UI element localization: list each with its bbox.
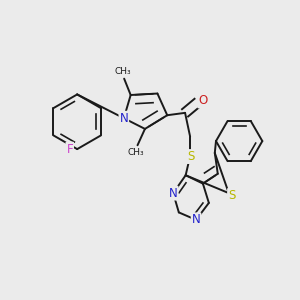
Text: N: N — [169, 187, 178, 200]
Text: N: N — [192, 213, 200, 226]
Text: O: O — [198, 94, 208, 107]
Text: F: F — [66, 142, 73, 156]
Text: CH₃: CH₃ — [114, 67, 131, 76]
Text: N: N — [119, 112, 128, 125]
Text: S: S — [228, 189, 236, 202]
Text: S: S — [187, 150, 195, 163]
Text: CH₃: CH₃ — [128, 148, 144, 157]
